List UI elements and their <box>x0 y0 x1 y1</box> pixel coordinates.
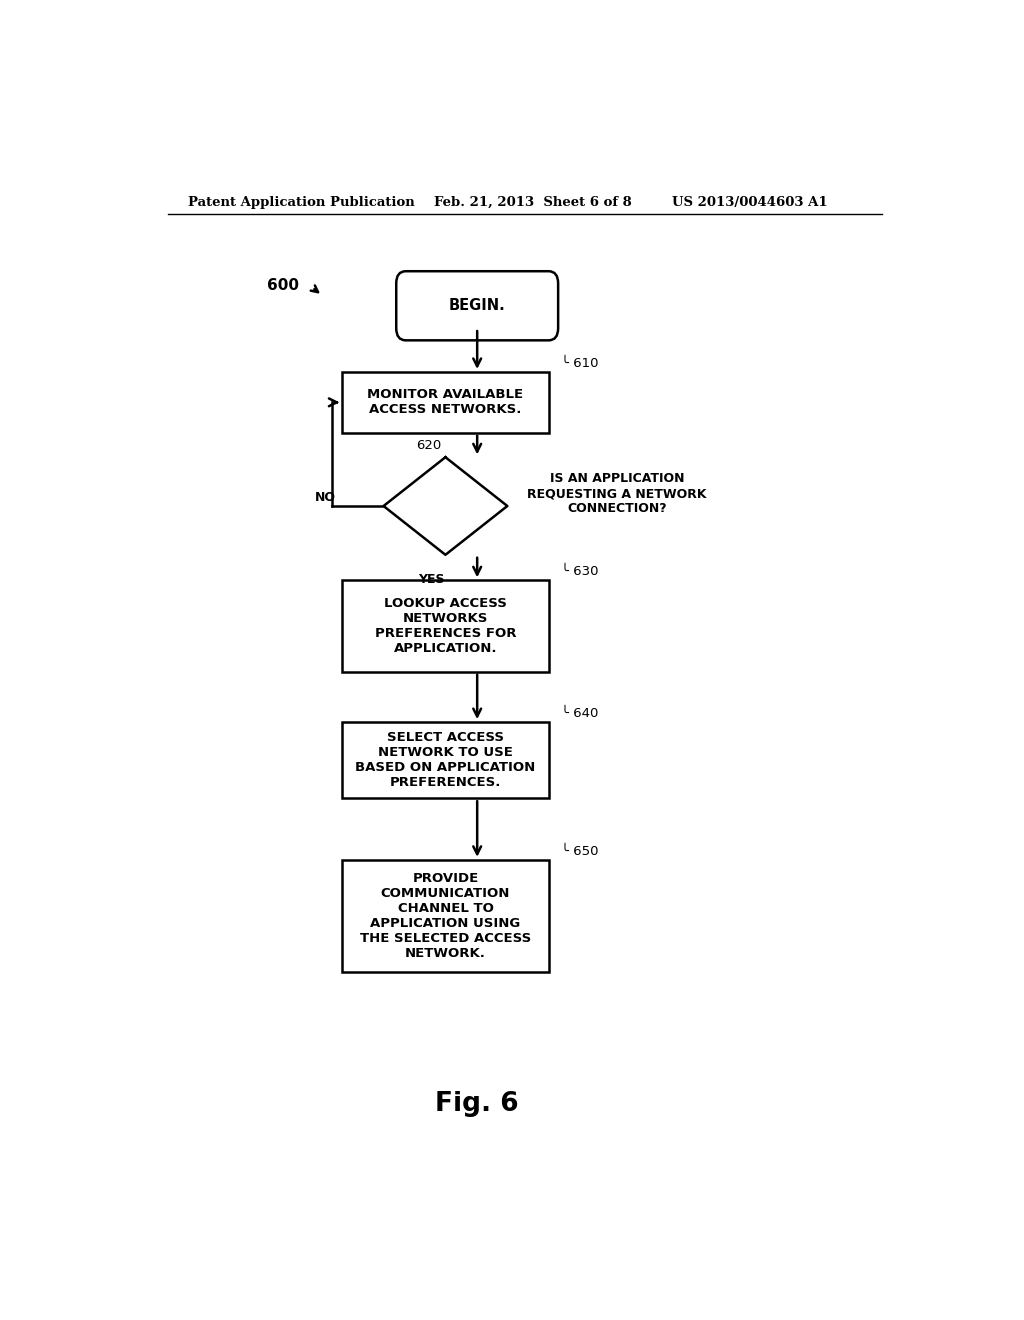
Text: ╰ 650: ╰ 650 <box>560 845 598 858</box>
Bar <box>342 581 549 672</box>
Text: IS AN APPLICATION
REQUESTING A NETWORK
CONNECTION?: IS AN APPLICATION REQUESTING A NETWORK C… <box>527 473 707 515</box>
Text: LOOKUP ACCESS
NETWORKS
PREFERENCES FOR
APPLICATION.: LOOKUP ACCESS NETWORKS PREFERENCES FOR A… <box>375 597 516 655</box>
Text: US 2013/0044603 A1: US 2013/0044603 A1 <box>672 195 827 209</box>
Bar <box>342 372 549 433</box>
Text: 600: 600 <box>266 279 299 293</box>
Text: BEGIN.: BEGIN. <box>449 298 506 313</box>
Text: Feb. 21, 2013  Sheet 6 of 8: Feb. 21, 2013 Sheet 6 of 8 <box>433 195 631 209</box>
Text: NO: NO <box>315 491 336 504</box>
Text: ╰ 610: ╰ 610 <box>560 356 598 370</box>
Text: PROVIDE
COMMUNICATION
CHANNEL TO
APPLICATION USING
THE SELECTED ACCESS
NETWORK.: PROVIDE COMMUNICATION CHANNEL TO APPLICA… <box>359 871 531 960</box>
Text: SELECT ACCESS
NETWORK TO USE
BASED ON APPLICATION
PREFERENCES.: SELECT ACCESS NETWORK TO USE BASED ON AP… <box>355 731 536 789</box>
Text: ╰ 640: ╰ 640 <box>560 708 598 719</box>
Bar <box>342 722 549 799</box>
Text: Fig. 6: Fig. 6 <box>435 1090 519 1117</box>
FancyBboxPatch shape <box>396 271 558 341</box>
Text: YES: YES <box>418 573 444 586</box>
Text: 620: 620 <box>416 440 441 453</box>
Bar <box>342 859 549 972</box>
Text: Patent Application Publication: Patent Application Publication <box>187 195 415 209</box>
Text: MONITOR AVAILABLE
ACCESS NETWORKS.: MONITOR AVAILABLE ACCESS NETWORKS. <box>368 388 523 416</box>
Text: ╰ 630: ╰ 630 <box>560 565 598 578</box>
